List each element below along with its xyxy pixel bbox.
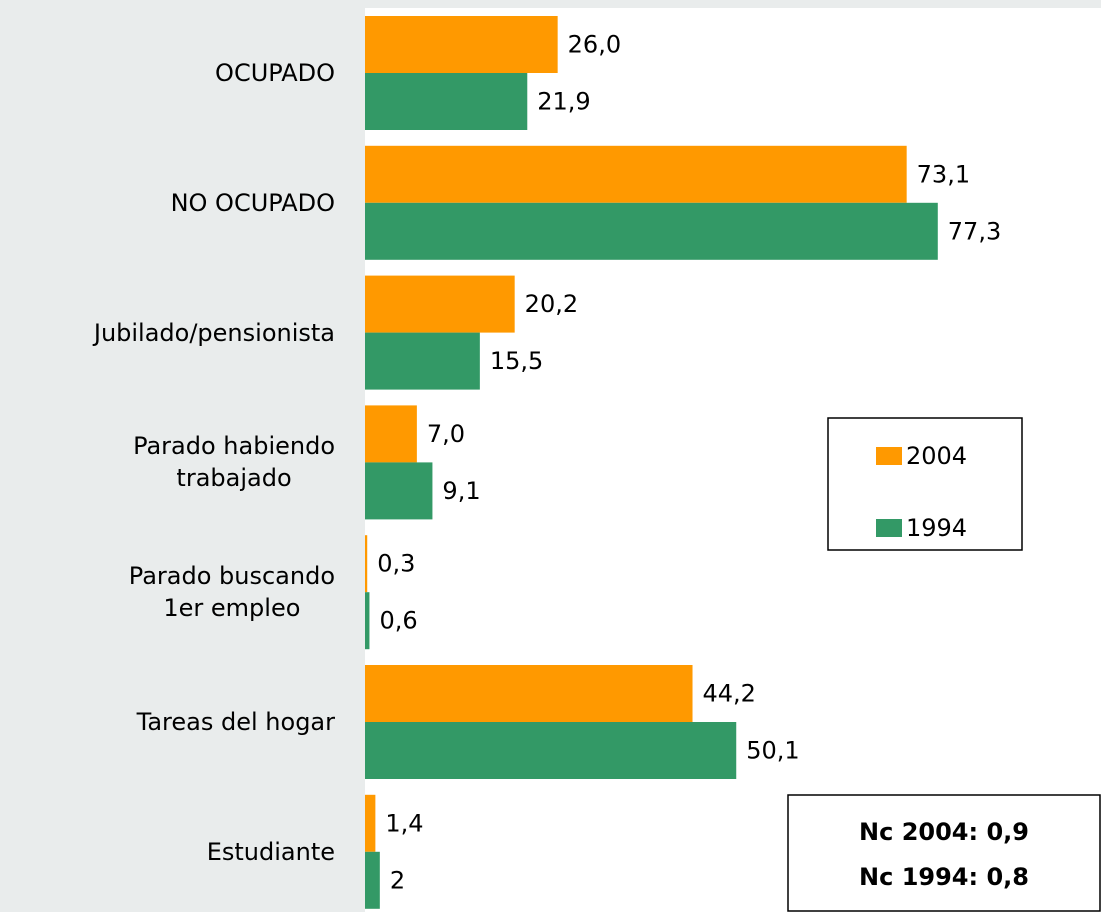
category-label: NO OCUPADO — [170, 188, 335, 217]
bar — [365, 722, 737, 779]
bar — [365, 73, 528, 130]
category-label: Jubilado/pensionista — [93, 318, 335, 347]
value-label: 15,5 — [490, 347, 543, 375]
legend-swatch — [876, 519, 902, 537]
value-label: 26,0 — [568, 31, 621, 59]
bar — [365, 275, 515, 333]
bar — [365, 145, 907, 203]
value-label: 20,2 — [525, 290, 578, 318]
value-label: 2 — [390, 866, 405, 894]
note: Nc 1994: 0,8 — [859, 863, 1029, 891]
legend-label: 1994 — [906, 514, 967, 542]
bar — [365, 794, 376, 852]
category-label: Parado habiendo trabajado — [133, 432, 335, 493]
value-label: 7,0 — [427, 420, 465, 448]
value-label: 21,9 — [537, 88, 590, 116]
bar — [365, 851, 380, 909]
bar — [365, 462, 433, 520]
bar — [365, 535, 368, 593]
value-label: 9,1 — [442, 477, 480, 505]
bar — [365, 592, 370, 650]
bar — [365, 665, 693, 722]
category-label: OCUPADO — [215, 59, 335, 87]
bar — [365, 332, 480, 390]
value-label: 0,6 — [379, 607, 417, 635]
value-label: 44,2 — [703, 680, 756, 708]
legend-swatch — [876, 447, 902, 465]
legend-label: 2004 — [906, 442, 967, 470]
value-label: 50,1 — [746, 737, 799, 765]
value-label: 0,3 — [377, 550, 415, 578]
bar — [365, 405, 417, 463]
bar — [365, 202, 938, 260]
bar — [365, 16, 558, 73]
category-label: Tareas del hogar — [136, 708, 335, 736]
value-label: 77,3 — [948, 217, 1001, 245]
value-label: 1,4 — [385, 809, 423, 837]
category-label: Estudiante — [206, 837, 335, 866]
note-box — [787, 794, 1101, 912]
note: Nc 2004: 0,9 — [859, 818, 1029, 846]
legend — [827, 417, 1023, 551]
value-label: 73,1 — [917, 160, 970, 188]
category-label: Parado buscando 1er empleo — [128, 562, 335, 623]
